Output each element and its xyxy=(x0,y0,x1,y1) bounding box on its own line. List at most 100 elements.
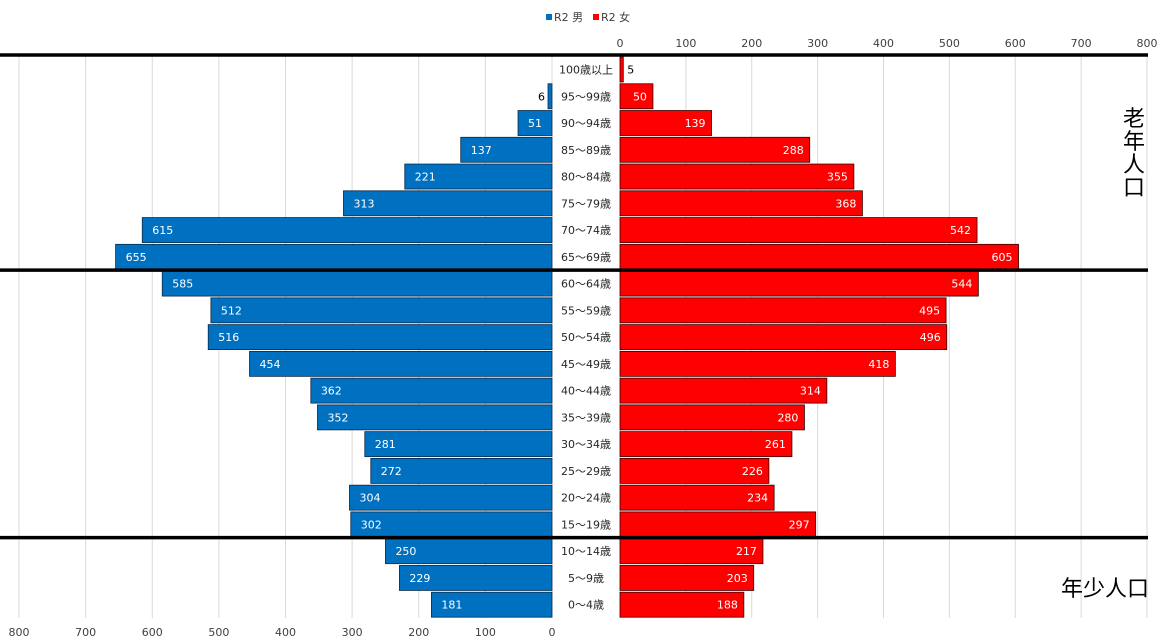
male-bar xyxy=(349,484,553,511)
age-group-label: 100歳以上 xyxy=(559,64,613,77)
male-bar xyxy=(343,190,553,217)
male-data-label: 181 xyxy=(441,599,462,612)
male-bar xyxy=(399,565,553,591)
male-data-label: 51 xyxy=(528,117,542,130)
female-data-label: 544 xyxy=(951,278,972,291)
age-group-label: 30～34歳 xyxy=(561,438,611,451)
male-data-label: 585 xyxy=(172,278,193,291)
age-group-label: 70～74歳 xyxy=(561,224,611,237)
female-data-label: 217 xyxy=(736,545,757,558)
male-bar xyxy=(161,270,553,297)
male-data-label: 352 xyxy=(327,411,348,424)
legend-swatch-male xyxy=(546,14,552,20)
male-data-label: 6 xyxy=(538,90,545,103)
female-axis-tick-label: 800 xyxy=(1137,37,1158,50)
annotation-elderly-population: 老年人口 xyxy=(1122,107,1145,202)
male-axis-tick-label: 500 xyxy=(208,626,229,639)
female-bar xyxy=(619,350,896,377)
female-axis-tick-label: 100 xyxy=(675,37,696,50)
female-bar xyxy=(619,591,745,618)
male-axis-tick-label: 600 xyxy=(142,626,163,639)
legend-label-male: R2 男 xyxy=(554,11,583,24)
female-bar xyxy=(619,83,654,110)
female-bar xyxy=(619,163,855,190)
female-data-label: 495 xyxy=(919,304,940,317)
female-data-label: 542 xyxy=(950,224,971,237)
male-bar xyxy=(310,377,553,404)
age-group-label: 55～59歳 xyxy=(561,304,611,317)
female-axis-tick-label: 600 xyxy=(1005,37,1026,50)
female-data-label: 288 xyxy=(783,144,804,157)
female-data-label: 418 xyxy=(868,358,889,371)
male-axis-tick-label: 700 xyxy=(75,626,96,639)
age-group-label: 90～94歳 xyxy=(561,117,611,130)
male-bar xyxy=(364,431,553,458)
female-data-label: 297 xyxy=(789,518,810,531)
female-axis-tick-label: 200 xyxy=(741,37,762,50)
male-bar xyxy=(460,136,553,163)
male-data-label: 655 xyxy=(126,251,147,264)
male-data-label: 615 xyxy=(152,224,173,237)
female-data-label: 280 xyxy=(777,411,798,424)
female-data-label: 5 xyxy=(627,64,634,77)
male-bar xyxy=(141,217,553,243)
female-bar xyxy=(619,56,624,83)
age-group-label: 65～69歳 xyxy=(561,251,611,264)
female-bar xyxy=(619,565,755,591)
male-axis-tick-label: 800 xyxy=(9,626,30,639)
female-data-label: 234 xyxy=(747,492,768,505)
female-axis-tick-label: 0 xyxy=(617,37,624,50)
age-group-label: 85～89歳 xyxy=(561,144,611,157)
female-data-label: 314 xyxy=(800,385,821,398)
female-bar xyxy=(619,297,947,324)
female-data-label: 355 xyxy=(827,171,848,184)
female-bar xyxy=(619,324,948,351)
male-data-label: 137 xyxy=(471,144,492,157)
female-data-label: 139 xyxy=(685,117,706,130)
male-bar xyxy=(404,163,553,190)
male-axis-tick-label: 100 xyxy=(475,626,496,639)
age-group-label: 15～19歳 xyxy=(561,518,611,531)
annotation-youth-population: 年少人口 xyxy=(1060,577,1149,602)
male-data-label: 229 xyxy=(409,572,430,585)
female-data-label: 605 xyxy=(992,251,1013,264)
female-bar xyxy=(619,457,770,484)
age-group-label: 80～84歳 xyxy=(561,171,611,184)
age-group-label: 10～14歳 xyxy=(561,545,611,558)
male-axis-tick-label: 300 xyxy=(342,626,363,639)
female-data-label: 188 xyxy=(717,599,738,612)
female-axis-tick-label: 500 xyxy=(939,37,960,50)
male-data-label: 221 xyxy=(415,171,436,184)
legend: R2 男 R2 女 xyxy=(546,10,630,24)
female-data-label: 50 xyxy=(633,90,647,103)
male-bar xyxy=(370,457,553,484)
male-data-label: 454 xyxy=(260,358,281,371)
male-data-label: 281 xyxy=(375,438,396,451)
female-data-label: 203 xyxy=(727,572,748,585)
age-group-label: 95～99歳 xyxy=(561,90,611,103)
male-bar xyxy=(517,110,553,136)
male-data-label: 272 xyxy=(381,465,402,478)
female-bar xyxy=(619,511,817,538)
male-bar xyxy=(385,538,553,565)
male-bar xyxy=(207,324,553,351)
male-data-label: 313 xyxy=(353,197,374,210)
age-group-label: 40～44歳 xyxy=(561,385,611,398)
female-bar xyxy=(619,377,828,404)
female-bar xyxy=(619,243,1019,270)
male-bar xyxy=(317,404,553,431)
age-group-label: 0～4歳 xyxy=(568,599,604,612)
female-bar xyxy=(619,538,764,565)
female-bar xyxy=(619,270,979,297)
female-axis-tick-label: 700 xyxy=(1071,37,1092,50)
female-axis-tick-label: 400 xyxy=(873,37,894,50)
female-bar xyxy=(619,190,863,217)
age-group-label: 60～64歳 xyxy=(561,278,611,291)
female-data-label: 496 xyxy=(920,331,941,344)
female-data-label: 226 xyxy=(742,465,763,478)
male-data-label: 302 xyxy=(361,518,382,531)
male-bar xyxy=(431,591,553,618)
bars xyxy=(115,56,1019,618)
male-data-label: 512 xyxy=(221,304,242,317)
